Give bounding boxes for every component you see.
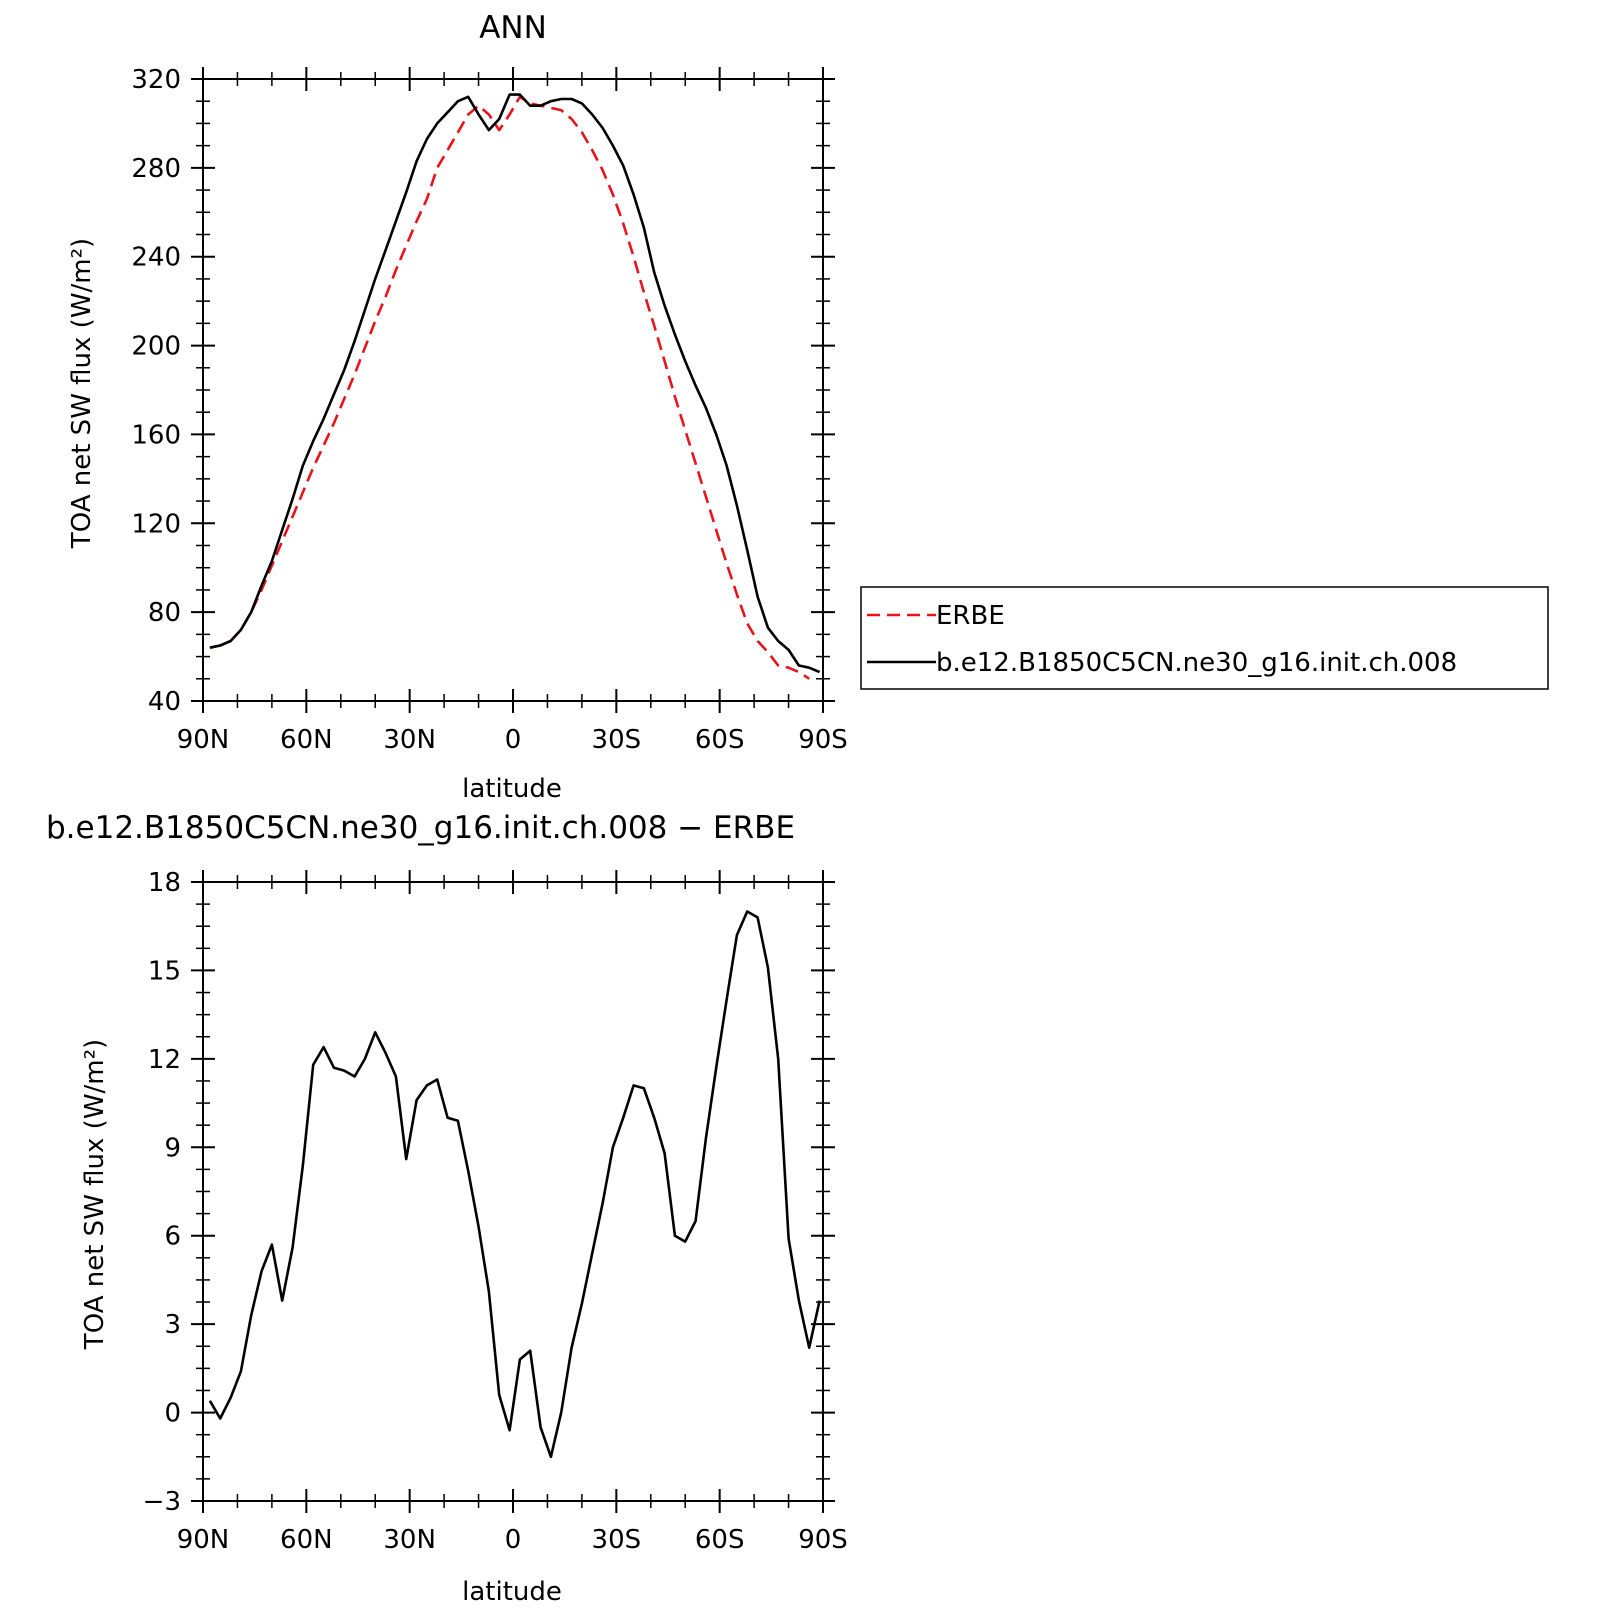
top-y-ticks: 40 80 120 160 200 240 280 320 bbox=[131, 65, 835, 717]
y-tick-label: −3 bbox=[143, 1487, 181, 1517]
y-tick-label: 120 bbox=[131, 509, 181, 539]
x-tick-label: 90N bbox=[177, 1525, 230, 1555]
y-tick-label: 3 bbox=[164, 1310, 181, 1340]
x-tick-label: 60S bbox=[695, 725, 745, 755]
series-line-b bbox=[209, 93, 821, 674]
top-chart: ANN TOA net SW flux (W/m²) latitude 40 80… bbox=[67, 10, 848, 804]
bottom-series bbox=[208, 910, 821, 1459]
bottom-chart-title: b.e12.B1850C5CN.ne30_g16.init.ch.008 − E… bbox=[46, 810, 795, 846]
x-tick-label: 90N bbox=[177, 725, 230, 755]
bottom-plot-frame bbox=[202, 881, 824, 1502]
series-line-a bbox=[209, 95, 810, 680]
top-chart-title: ANN bbox=[479, 10, 547, 46]
x-tick-label: 30N bbox=[383, 1525, 436, 1555]
y-tick-label: 18 bbox=[148, 868, 181, 898]
legend: ERBE b.e12.B1850C5CN.ne30_g16.init.ch.00… bbox=[860, 586, 1549, 690]
bottom-x-ticks: 90N 60N 30N 0 30S 60S 90S bbox=[177, 870, 848, 1555]
y-tick-label: 40 bbox=[148, 687, 181, 717]
top-x-axis-label: latitude bbox=[462, 774, 562, 804]
legend-label-model: b.e12.B1850C5CN.ne30_g16.init.ch.008 bbox=[936, 648, 1457, 678]
x-tick-label: 90S bbox=[798, 1525, 848, 1555]
bottom-chart: b.e12.B1850C5CN.ne30_g16.init.ch.008 − E… bbox=[46, 810, 848, 1607]
x-tick-label: 0 bbox=[505, 725, 522, 755]
series-line-a bbox=[208, 910, 821, 1459]
y-tick-label: 80 bbox=[148, 598, 181, 628]
x-tick-label: 60N bbox=[280, 1525, 333, 1555]
y-tick-label: 15 bbox=[148, 956, 181, 986]
y-tick-label: 160 bbox=[131, 420, 181, 450]
x-tick-label: 60S bbox=[695, 1525, 745, 1555]
top-series bbox=[209, 93, 821, 680]
y-tick-label: 280 bbox=[131, 154, 181, 184]
legend-box bbox=[860, 586, 1549, 690]
y-tick-label: 240 bbox=[131, 243, 181, 273]
y-tick-label: 200 bbox=[131, 332, 181, 362]
x-tick-label: 60N bbox=[280, 725, 333, 755]
x-tick-label: 30N bbox=[383, 725, 436, 755]
y-tick-label: 6 bbox=[164, 1222, 181, 1252]
bottom-x-axis-label: latitude bbox=[462, 1577, 562, 1607]
top-x-ticks: 90N 60N 30N 0 30S 60S 90S bbox=[177, 67, 848, 755]
x-tick-label: 30S bbox=[592, 725, 642, 755]
top-y-axis-label: TOA net SW flux (W/m²) bbox=[67, 238, 97, 549]
legend-label-erbe: ERBE bbox=[936, 601, 1005, 631]
y-tick-label: 320 bbox=[131, 65, 181, 95]
x-tick-label: 30S bbox=[592, 1525, 642, 1555]
y-tick-label: 9 bbox=[164, 1133, 181, 1163]
bottom-y-axis-label: TOA net SW flux (W/m²) bbox=[80, 1039, 110, 1350]
x-tick-label: 90S bbox=[798, 725, 848, 755]
y-tick-label: 0 bbox=[164, 1399, 181, 1429]
x-tick-label: 0 bbox=[505, 1525, 522, 1555]
y-tick-label: 12 bbox=[148, 1045, 181, 1075]
top-plot-frame bbox=[202, 78, 824, 702]
